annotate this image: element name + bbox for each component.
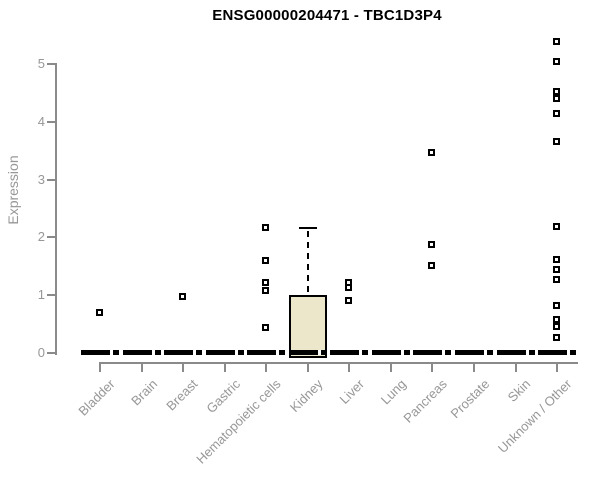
y-tick-label: 2 (37, 229, 45, 244)
x-category-label: Unknown / Other (495, 376, 575, 456)
chart-title: ENSG00000204471 - TBC1D3P4 (212, 7, 442, 24)
outlier-point (262, 224, 269, 231)
x-category-label: Breast (163, 376, 201, 414)
box (289, 295, 327, 358)
whisker-stem (307, 231, 309, 295)
x-tick (348, 362, 350, 372)
zero-bar (330, 350, 368, 355)
x-category-label: Skin (504, 376, 533, 405)
x-tick (265, 362, 267, 372)
x-category-label: Liver (336, 376, 367, 407)
x-tick (431, 362, 433, 372)
outlier-point (553, 334, 560, 341)
zero-bar (289, 350, 327, 355)
zero-bar (497, 350, 535, 355)
outlier-point (553, 88, 560, 95)
x-tick (515, 362, 517, 372)
x-tick (473, 362, 475, 372)
outlier-point (553, 302, 560, 309)
x-category-label: Lung (377, 376, 409, 408)
x-tick (556, 362, 558, 372)
outlier-point (553, 38, 560, 45)
outlier-point (345, 297, 352, 304)
y-tick-label: 5 (37, 56, 45, 71)
outlier-point (262, 279, 269, 286)
outlier-point (96, 309, 103, 316)
y-axis-line (55, 63, 57, 355)
zero-bar (455, 350, 493, 355)
y-tick (47, 236, 56, 238)
outlier-point (553, 266, 560, 273)
outlier-point (262, 287, 269, 294)
zero-bar (372, 350, 410, 355)
y-tick-label: 0 (37, 345, 45, 360)
zero-bar (164, 350, 202, 355)
x-tick (390, 362, 392, 372)
x-tick (99, 362, 101, 372)
outlier-point (553, 323, 560, 330)
zero-bar (81, 350, 119, 355)
y-tick (47, 179, 56, 181)
y-tick-label: 4 (37, 114, 45, 129)
outlier-point (553, 95, 560, 102)
zero-bar (247, 350, 285, 355)
outlier-point (262, 324, 269, 331)
y-tick-label: 1 (37, 287, 45, 302)
outlier-point (553, 276, 560, 283)
outlier-point (553, 223, 560, 230)
x-category-label: Brain (127, 376, 160, 409)
x-tick (182, 362, 184, 372)
x-tick (141, 362, 143, 372)
outlier-point (428, 149, 435, 156)
outlier-point (553, 316, 560, 323)
x-axis-line (99, 362, 578, 364)
outlier-point (428, 262, 435, 269)
outlier-point (428, 241, 435, 248)
y-tick (47, 121, 56, 123)
x-category-label: Gastric (203, 376, 243, 417)
outlier-point (345, 284, 352, 291)
x-category-label: Pancreas (400, 376, 450, 426)
zero-bar (206, 350, 244, 355)
outlier-point (553, 58, 560, 65)
x-category-label: Bladder (75, 376, 118, 419)
whisker-cap (299, 227, 317, 229)
outlier-point (553, 256, 560, 263)
y-tick (47, 352, 56, 354)
y-tick-label: 3 (37, 172, 45, 187)
x-category-label: Prostate (447, 376, 492, 422)
zero-bar (123, 350, 161, 355)
outlier-point (553, 138, 560, 145)
outlier-point (179, 293, 186, 300)
zero-bar (413, 350, 451, 355)
x-category-label: Kidney (287, 376, 326, 416)
outlier-point (262, 257, 269, 264)
zero-bar (538, 350, 576, 355)
y-tick (47, 63, 56, 65)
outlier-point (553, 110, 560, 117)
x-tick (224, 362, 226, 372)
x-tick (307, 362, 309, 372)
y-tick (47, 294, 56, 296)
